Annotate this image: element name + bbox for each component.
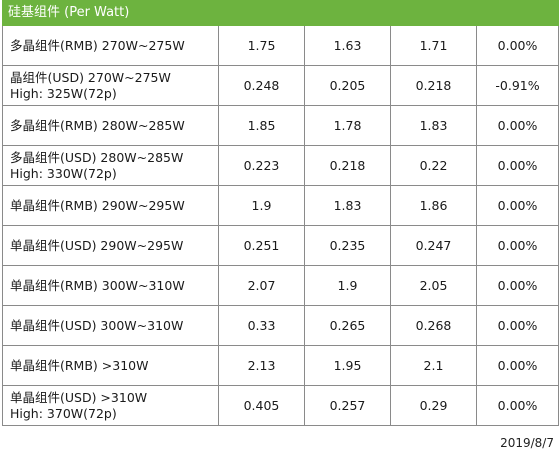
price-cell: 0.218 [390,65,477,106]
change-percent-cell: 0.00% [475,145,560,186]
row-label: 多晶组件(RMB) 280W~285W [2,105,219,146]
table-row: 单晶组件(USD) 290W~295W 0.251 0.235 0.247 0.00% [2,225,560,266]
price-cell: 0.265 [304,305,391,346]
change-percent-cell: 0.00% [475,105,560,146]
price-cell: 0.205 [304,65,391,106]
row-label: 单晶组件(RMB) 290W~295W [2,185,219,226]
table-row: 单晶组件(RMB) 300W~310W 2.07 1.9 2.05 0.00% [2,265,560,306]
price-cell: 1.95 [304,345,391,386]
table-row: 多晶组件(RMB) 280W~285W 1.85 1.78 1.83 0.00% [2,105,560,146]
price-cell: 0.235 [304,225,391,266]
table-row: 多晶组件(RMB) 270W~275W 1.75 1.63 1.71 0.00% [2,25,560,66]
row-label: 单晶组件(USD) 290W~295W [2,225,219,266]
row-label: 单晶组件(RMB) >310W [2,345,219,386]
table-row: 单晶组件(RMB) >310W 2.13 1.95 2.1 0.00% [2,345,560,386]
price-table: 硅基组件 (Per Watt) 多晶组件(RMB) 270W~275W 1.75 1… [1,0,560,426]
price-cell: 1.9 [304,265,391,306]
price-cell: 0.268 [390,305,477,346]
price-cell: 0.248 [218,65,305,106]
price-cell: 2.07 [218,265,305,306]
price-cell: 1.83 [304,185,391,226]
price-cell: 1.71 [390,25,477,66]
change-percent-cell: 0.00% [475,305,560,346]
table-body: 硅基组件 (Per Watt) 多晶组件(RMB) 270W~275W 1.75 1… [1,0,560,426]
change-percent-cell: 0.00% [475,225,560,266]
change-percent-cell: -0.91% [475,65,560,106]
price-cell: 2.05 [390,265,477,306]
price-cell: 1.75 [218,25,305,66]
price-cell: 0.218 [304,145,391,186]
price-cell: 0.33 [218,305,305,346]
row-label: 晶组件(USD) 270W~275W High: 325W(72p) [2,65,219,106]
change-percent-cell: 0.00% [475,25,560,66]
table-row: 单晶组件(RMB) 290W~295W 1.9 1.83 1.86 0.00% [2,185,560,226]
table-row: 多晶组件(USD) 280W~285W High: 330W(72p) 0.223… [2,145,560,186]
price-cell: 0.223 [218,145,305,186]
row-label: 单晶组件(USD) >310W High: 370W(72p) [2,385,219,426]
table-title: 硅基组件 (Per Watt) [1,0,560,26]
price-cell: 1.78 [304,105,391,146]
price-cell: 0.247 [390,225,477,266]
date-stamp: 2019/8/7 [500,436,554,450]
price-cell: 1.86 [390,185,477,226]
row-label: 多晶组件(USD) 280W~285W High: 330W(72p) [2,145,219,186]
row-label: 单晶组件(RMB) 300W~310W [2,265,219,306]
price-cell: 0.251 [218,225,305,266]
table-row: 晶组件(USD) 270W~275W High: 325W(72p) 0.248 0… [2,65,560,106]
change-percent-cell: 0.00% [475,385,560,426]
price-cell: 2.1 [390,345,477,386]
price-cell: 1.83 [390,105,477,146]
price-cell: 2.13 [218,345,305,386]
change-percent-cell: 0.00% [475,265,560,306]
table-row: 单晶组件(USD) 300W~310W 0.33 0.265 0.268 0.00% [2,305,560,346]
price-cell: 0.405 [218,385,305,426]
price-cell: 0.257 [304,385,391,426]
price-cell: 1.85 [218,105,305,146]
row-label: 多晶组件(RMB) 270W~275W [2,25,219,66]
price-cell: 0.22 [390,145,477,186]
price-cell: 0.29 [390,385,477,426]
price-cell: 1.63 [304,25,391,66]
row-label: 单晶组件(USD) 300W~310W [2,305,219,346]
change-percent-cell: 0.00% [475,345,560,386]
table-header-row: 硅基组件 (Per Watt) [1,0,560,26]
change-percent-cell: 0.00% [475,185,560,226]
table-row: 单晶组件(USD) >310W High: 370W(72p) 0.405 0.25… [2,385,560,426]
price-cell: 1.9 [218,185,305,226]
